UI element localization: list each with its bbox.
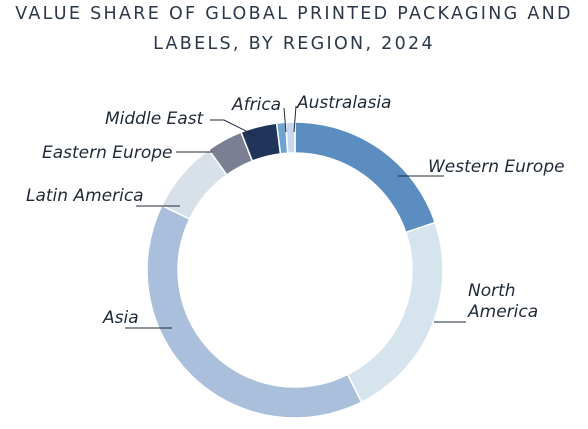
slice-australasia	[285, 121, 296, 155]
label-western-europe-line-1: Western Europe	[428, 157, 565, 177]
label-eastern-europe: Eastern Europe	[42, 143, 172, 163]
leader-australasia	[293, 105, 297, 133]
label-africa: Africa	[231, 95, 281, 115]
leader-middle-east	[210, 119, 257, 137]
label-middle-east-line-1: Middle East	[105, 109, 205, 129]
label-australasia-line-1: Australasia	[296, 93, 391, 113]
label-africa-line-1: Africa	[231, 95, 281, 115]
chart-title-line-1: VALUE SHARE OF GLOBAL PRINTED PACKAGING …	[15, 4, 573, 24]
label-north-america: North America	[467, 281, 538, 322]
label-asia: Asia	[102, 308, 139, 328]
label-australasia: Australasia	[296, 93, 391, 113]
slice-north-america	[346, 221, 444, 404]
label-north-america-line-2: America	[467, 302, 538, 322]
leader-africa	[283, 107, 287, 133]
slice-asia	[146, 204, 363, 419]
leader-lines	[125, 105, 466, 329]
donut-slices	[146, 121, 444, 419]
label-north-america-line-1: North	[468, 281, 516, 301]
label-western-europe: Western Europe	[428, 157, 565, 177]
label-asia-line-1: Asia	[102, 308, 139, 328]
label-middle-east: Middle East	[105, 109, 205, 129]
slice-western-europe	[294, 121, 437, 234]
chart-title-line-2: LABELS, BY REGION, 2024	[153, 34, 435, 54]
label-eastern-europe-line-1: Eastern Europe	[42, 143, 172, 163]
label-latin-america-line-1: Latin America	[26, 186, 144, 206]
label-latin-america: Latin America	[26, 186, 144, 206]
slice-labels: Western Europe North America Asia Latin Amer…	[26, 93, 565, 328]
